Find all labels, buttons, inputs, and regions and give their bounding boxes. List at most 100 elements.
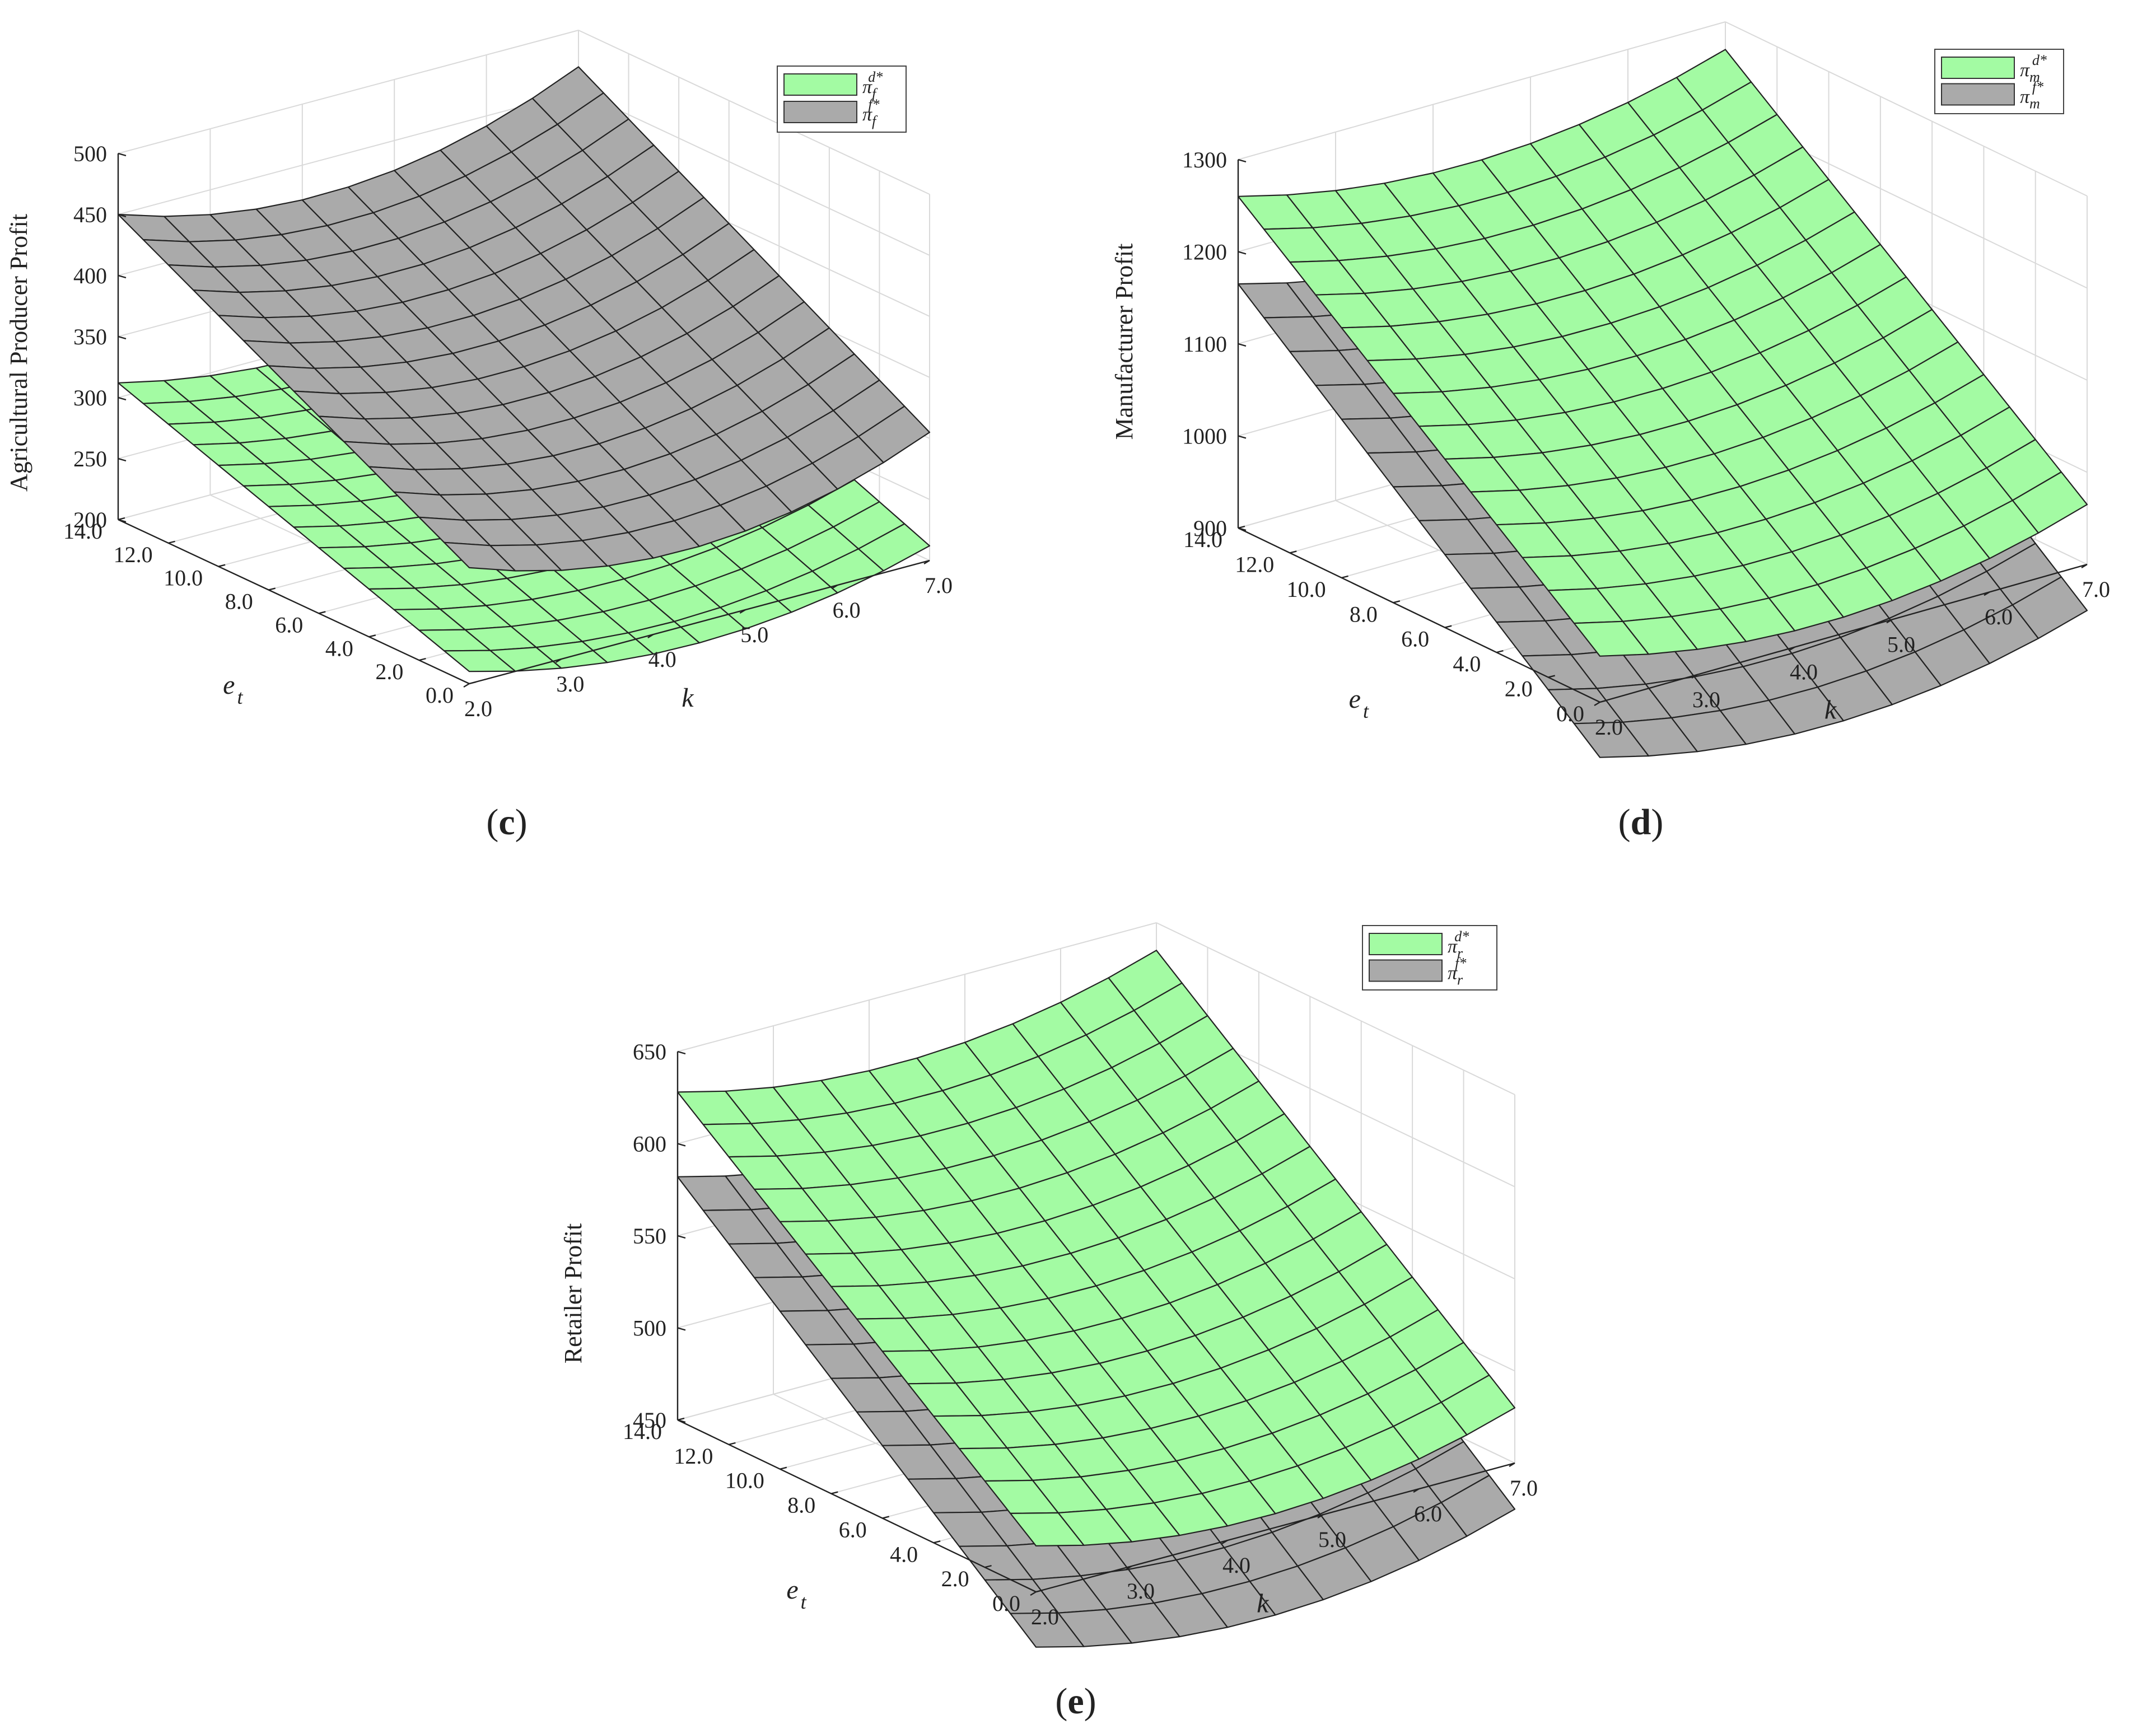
- y-tick: [933, 1540, 941, 1544]
- z-tick-label: 500: [633, 1316, 666, 1341]
- z-tick: [677, 1050, 686, 1055]
- legend-swatch: [1369, 933, 1443, 955]
- x-tick: [739, 609, 746, 614]
- y-tick: [1444, 625, 1452, 628]
- y-tick: [1548, 675, 1556, 678]
- legend-label: πmf*: [2020, 79, 2043, 112]
- y-axis-line: [1238, 527, 1600, 703]
- grid-line: [578, 91, 930, 256]
- panel-label: (c): [486, 802, 527, 843]
- x-tick-label: 6.0: [1414, 1501, 1442, 1526]
- y-tick-label: 8.0: [1350, 601, 1378, 627]
- x-axis-line: [469, 559, 930, 685]
- z-tick: [118, 274, 127, 279]
- legend-label: πrd*: [1448, 928, 1469, 961]
- y-tick: [1496, 650, 1504, 653]
- surface-cell: [1440, 1474, 1516, 1537]
- grid-line: [578, 30, 930, 195]
- z-tick-label: 400: [73, 263, 107, 288]
- z-tick: [118, 213, 127, 218]
- x-tick-label: 7.0: [2082, 577, 2110, 602]
- legend-swatch: [783, 101, 857, 123]
- z-tick-label: 550: [633, 1223, 666, 1249]
- y-tick: [830, 1491, 838, 1494]
- y-tick: [1599, 699, 1607, 703]
- y-tick: [318, 611, 326, 614]
- y-tick: [1035, 1589, 1043, 1593]
- x-tick: [1030, 1591, 1037, 1596]
- x-axis-label: k: [682, 683, 694, 713]
- legend-swatch: [783, 73, 857, 96]
- y-tick-label: 12.0: [114, 542, 153, 567]
- x-tick-label: 3.0: [1692, 687, 1720, 712]
- x-tick-label: 5.0: [740, 622, 768, 647]
- x-tick: [1594, 701, 1600, 707]
- y-tick-label: 14.0: [63, 518, 102, 544]
- x-tick: [1317, 1513, 1324, 1519]
- z-tick: [1238, 158, 1247, 163]
- y-axis-label-sub: t: [1363, 700, 1369, 722]
- legend-swatch: [1941, 57, 2015, 79]
- y-tick-label: 4.0: [890, 1541, 918, 1567]
- y-tick-label: 0.0: [992, 1591, 1020, 1616]
- x-tick: [1509, 1462, 1515, 1468]
- z-tick: [677, 1143, 686, 1147]
- x-tick: [1886, 619, 1893, 624]
- z-tick-label: 450: [633, 1408, 666, 1433]
- x-axis-label: k: [1257, 1589, 1270, 1619]
- x-tick-label: 2.0: [1595, 714, 1623, 740]
- y-tick-label: 2.0: [1505, 676, 1533, 702]
- y-tick: [218, 564, 226, 567]
- y-tick: [268, 587, 276, 591]
- z-tick: [1238, 343, 1247, 347]
- x-tick: [1413, 1488, 1420, 1493]
- y-tick: [1393, 600, 1401, 604]
- y-tick: [469, 681, 477, 685]
- chart-panel-c: 2.0 3.0 4.0 5.0 6.0 7.0 0.0 2.0 4.0 6.0 8.0 10.0 12.…: [5, 30, 953, 843]
- x-tick-label: 4.0: [1790, 660, 1818, 685]
- x-tick: [463, 683, 470, 688]
- z-tick-label: 200: [73, 507, 107, 532]
- x-axis-label: k: [1824, 695, 1837, 725]
- x-tick: [1789, 646, 1795, 651]
- z-tick: [677, 1235, 686, 1239]
- x-tick-label: 6.0: [1985, 604, 2013, 629]
- x-tick: [647, 633, 654, 639]
- x-tick: [831, 584, 838, 590]
- x-tick: [2081, 563, 2088, 569]
- z-tick-label: 250: [73, 446, 107, 471]
- x-tick-label: 6.0: [833, 597, 861, 623]
- y-tick-label: 4.0: [1453, 651, 1481, 676]
- y-tick-label: 6.0: [839, 1517, 867, 1542]
- z-tick-label: 1100: [1183, 331, 1227, 357]
- y-tick: [368, 634, 376, 638]
- legend-label: πff*: [862, 96, 880, 129]
- x-axis-line: [1599, 563, 2088, 703]
- x-tick-label: 7.0: [925, 573, 953, 598]
- chart-panel-d: 2.0 3.0 4.0 5.0 6.0 7.0 0.0 2.0 4.0 6.0 8.0 10.0 12.…: [1110, 21, 2110, 843]
- z-tick: [118, 152, 127, 157]
- z-tick-label: 450: [73, 202, 107, 227]
- y-axis-label-sub: t: [801, 1591, 807, 1613]
- z-tick-label: 500: [73, 141, 107, 166]
- y-tick-label: 14.0: [623, 1419, 662, 1444]
- y-tick-label: 4.0: [325, 636, 353, 661]
- legend: πrd*πrf*: [1362, 925, 1497, 991]
- y-axis-line: [118, 518, 470, 685]
- y-tick: [1341, 575, 1348, 579]
- y-tick-label: 14.0: [1183, 527, 1222, 552]
- z-tick-label: 300: [73, 385, 107, 410]
- legend-swatch: [1369, 959, 1443, 982]
- x-tick: [1984, 591, 1990, 596]
- legend-label: πrf*: [1448, 955, 1466, 988]
- z-tick: [1238, 251, 1247, 255]
- z-tick: [118, 518, 127, 523]
- surface-d-m: [1237, 49, 2088, 657]
- grid-line: [1156, 922, 1515, 1095]
- surface-cell: [2012, 576, 2088, 639]
- legend: πfd*πff*: [777, 66, 907, 133]
- x-tick-label: 4.0: [648, 647, 676, 672]
- chart-panel-e: 2.0 3.0 4.0 5.0 6.0 7.0 0.0 2.0 4.0 6.0 8.0 10.0 12.…: [559, 922, 1538, 1722]
